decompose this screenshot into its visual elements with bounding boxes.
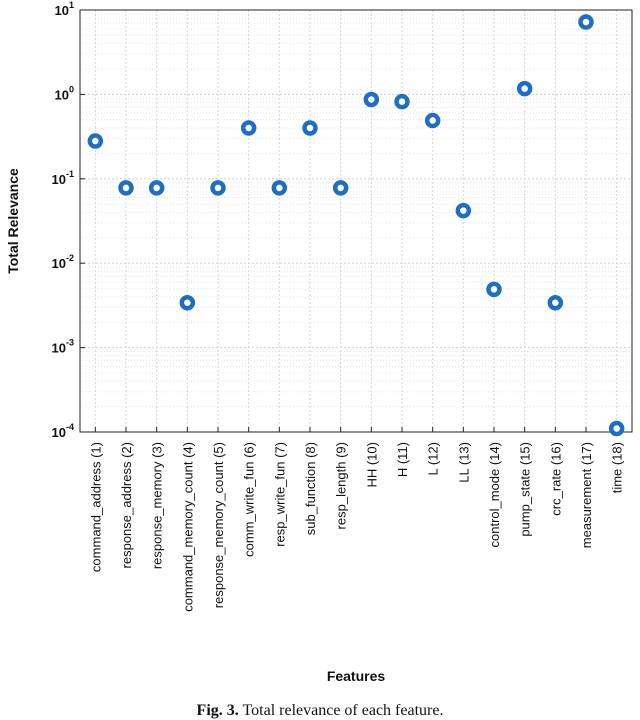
y-tick-base: 10: [55, 87, 69, 102]
x-tick-label: response_address (2): [119, 442, 134, 568]
x-tick-label: comm_write_fun (6): [242, 442, 257, 557]
marker: [394, 93, 410, 110]
y-tick-base: 10: [52, 341, 66, 356]
x-tick-label: response_memory (3): [150, 442, 165, 569]
x-tick-label: resp_write_fun (7): [272, 442, 287, 547]
caption: Fig. 3. Total relevance of each feature.: [197, 702, 444, 719]
marker: [608, 420, 625, 437]
x-axis-title: Features: [327, 668, 386, 684]
y-tick-exponent: -2: [66, 253, 74, 263]
y-tick-base: 10: [52, 425, 66, 440]
marker: [87, 133, 104, 149]
y-tick-label: 10-3: [52, 338, 74, 356]
marker: [210, 180, 226, 196]
y-tick-exponent: -3: [66, 338, 74, 348]
y-tick-exponent: 1: [69, 0, 74, 10]
x-tick-label: command_memory_count (4): [180, 442, 195, 612]
y-tick-base: 10: [55, 3, 69, 18]
x-tick-label: LL (13): [456, 442, 471, 483]
marker: [148, 180, 165, 196]
marker: [271, 180, 288, 196]
y-tick-exponent: -4: [66, 422, 74, 432]
x-tick-label: HH (10): [364, 442, 379, 488]
marker: [516, 80, 533, 97]
plot-frame: [79, 9, 633, 433]
x-tick-label: pump_state (15): [518, 442, 533, 537]
marker: [302, 120, 318, 136]
x-tick-label: time (18): [610, 442, 625, 493]
y-tick-label: 100: [55, 84, 74, 102]
y-tick-label: 10-4: [52, 422, 74, 440]
x-tick-label: sub_function (8): [303, 442, 318, 535]
marker: [547, 294, 564, 311]
caption-text: Total relevance of each feature.: [242, 702, 443, 719]
y-tick-exponent: -1: [66, 169, 74, 179]
marker: [332, 180, 349, 196]
marker: [240, 120, 257, 136]
x-tick-label: response_memory_count (5): [211, 442, 226, 608]
x-tick-label: L (12): [426, 442, 441, 475]
y-tick-label: 10-1: [52, 169, 74, 187]
y-tick-base: 10: [52, 256, 66, 271]
marker: [363, 91, 380, 108]
y-tick-label: 101: [55, 0, 74, 18]
caption-label: Fig. 3.: [197, 702, 239, 719]
marker: [179, 294, 196, 311]
marker: [486, 281, 502, 298]
y-tick-exponent: 0: [69, 84, 74, 94]
x-tick-label: control_mode (14): [487, 442, 502, 548]
marker: [578, 14, 594, 30]
y-tick-base: 10: [52, 172, 66, 187]
marker: [455, 202, 472, 219]
x-tick-label: resp_length (9): [334, 442, 349, 529]
x-tick-label: command_address (1): [88, 442, 103, 572]
marker: [424, 112, 441, 129]
x-tick-label: H (11): [395, 442, 410, 477]
x-tick-label: measurement (17): [579, 442, 594, 548]
x-tick-label: crc_rate (16): [548, 442, 563, 516]
y-tick-label: 10-2: [52, 253, 74, 271]
y-axis-title: Total Relevance: [5, 168, 21, 274]
marker: [118, 180, 134, 196]
